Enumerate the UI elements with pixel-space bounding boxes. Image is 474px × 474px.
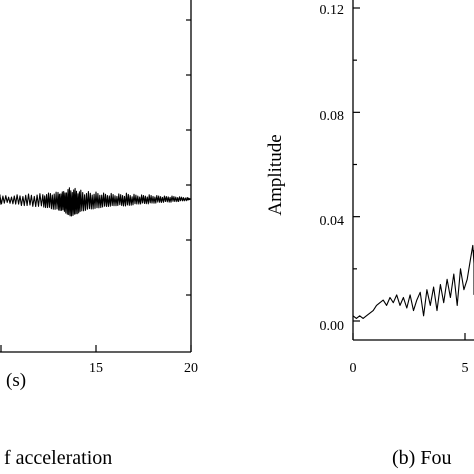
panel-b-series-line: [352, 244, 474, 319]
panel-b-caption: (b) Fou: [392, 447, 451, 469]
panel-b-ytick-label-0.00: 0.00: [320, 319, 345, 334]
panel-b-xtick-label-5: 5: [462, 361, 469, 376]
panel-b: 0.12 0.08 0.04 0.00 0 5 Amplitude (b) Fo…: [265, 0, 474, 469]
panel-b-xtick-label-0: 0: [350, 361, 357, 376]
panel-b-axes: [352, 0, 474, 341]
panel-a-caption: f acceleration: [4, 447, 112, 469]
panel-a-xtick-label-3: 15: [89, 361, 103, 376]
panel-a-xtick-label-4: 20: [184, 361, 198, 376]
panel-a-axes: [0, 0, 192, 353]
panel-b-ytick-label-0.04: 0.04: [320, 214, 345, 229]
panel-a-series-line: [0, 187, 192, 217]
panel-a: 15 20 (s) f acceleration: [0, 0, 198, 469]
panel-b-ticks: [352, 7, 466, 340]
panel-a-x-axis-label: (s): [6, 370, 26, 391]
panel-b-ytick-label-0.12: 0.12: [320, 3, 345, 18]
panel-b-y-axis-label: Amplitude: [265, 134, 286, 215]
panel-a-ticks: [0, 19, 192, 352]
panel-b-ytick-label-0.08: 0.08: [320, 109, 345, 124]
